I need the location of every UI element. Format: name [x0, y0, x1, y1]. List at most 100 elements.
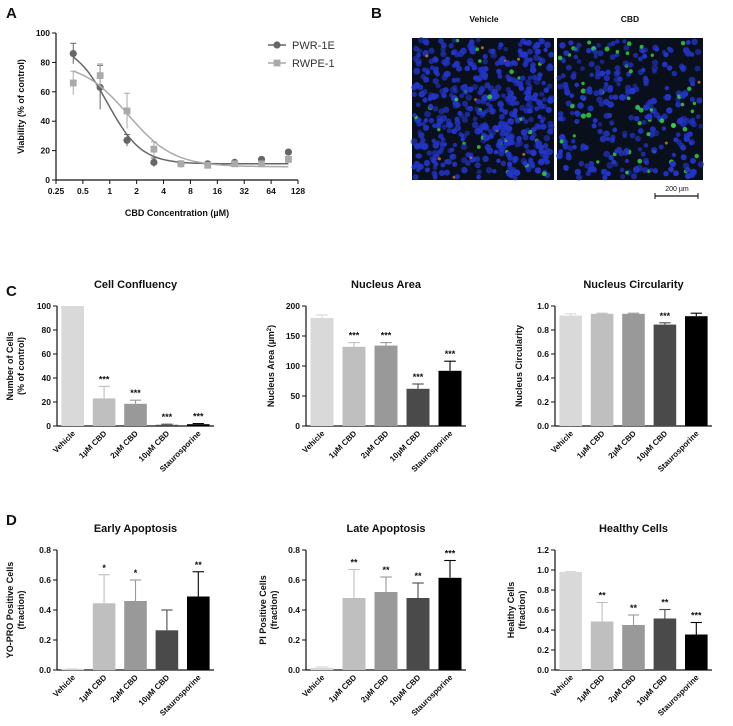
cell	[539, 91, 545, 97]
bar-vehicle	[310, 318, 334, 426]
bar-1-m-cbd	[342, 598, 366, 670]
y-tick-label: 80	[42, 325, 52, 335]
cell	[690, 157, 696, 164]
cell	[465, 105, 470, 111]
cell	[425, 54, 429, 58]
cell	[604, 46, 610, 52]
cell	[455, 38, 460, 43]
category-label: Vehicle	[51, 673, 77, 699]
cell	[639, 44, 644, 49]
cell	[676, 118, 684, 125]
bar-10-m-cbd	[155, 630, 179, 671]
vehicle-cells	[410, 37, 555, 181]
y-axis-label-line: Nucleus Area (µm	[266, 331, 276, 407]
y-tick-label: 80	[41, 57, 51, 67]
cell	[629, 132, 636, 139]
cell	[687, 131, 693, 137]
cell	[443, 71, 450, 78]
y-axis-label-rest: )	[266, 325, 276, 328]
data-point	[150, 145, 158, 153]
cell	[573, 46, 580, 53]
scale-bar-label: 200 µm	[665, 186, 689, 193]
y-tick-label: 0.6	[537, 605, 549, 615]
cell	[416, 121, 422, 127]
cell	[547, 128, 554, 135]
cell	[547, 120, 554, 128]
cell	[533, 78, 541, 85]
cell	[482, 66, 489, 72]
cell	[507, 165, 513, 171]
cell	[642, 157, 649, 164]
cell	[495, 93, 500, 99]
y-tick-label: 1.2	[537, 545, 549, 555]
cell	[470, 44, 477, 51]
y-tick-label: 0.0	[39, 665, 51, 675]
cell	[474, 76, 481, 83]
cell	[539, 57, 546, 65]
cell	[509, 69, 514, 74]
cell	[666, 65, 673, 71]
cell	[561, 58, 566, 64]
cell	[608, 94, 614, 100]
significance-marker: **	[661, 598, 669, 608]
cell	[691, 38, 698, 46]
data-point	[123, 136, 131, 144]
cell	[504, 95, 511, 103]
cell	[499, 60, 505, 65]
cell	[487, 94, 493, 100]
cell	[592, 49, 598, 55]
cell	[543, 87, 550, 93]
cell	[668, 166, 674, 173]
y-tick-label: 0	[45, 175, 50, 185]
cell	[525, 166, 532, 173]
cell	[449, 86, 457, 94]
bar-2-m-cbd	[622, 625, 645, 670]
cell	[514, 78, 520, 84]
cell	[522, 134, 529, 141]
y-axis-label: Viability (% of control)	[16, 59, 26, 154]
bar-vehicle	[559, 315, 582, 426]
y-tick-label: 0.6	[288, 575, 300, 585]
cell	[628, 114, 635, 121]
cell	[682, 47, 690, 54]
cell	[676, 139, 682, 145]
y-tick-label: 40	[42, 373, 52, 383]
cell	[476, 145, 481, 149]
cell	[576, 174, 583, 181]
y-tick-label: 0	[295, 421, 300, 431]
cell	[423, 118, 429, 123]
cell	[695, 114, 701, 119]
cell	[569, 93, 575, 99]
cell	[689, 117, 696, 124]
cell	[603, 75, 610, 82]
cell	[488, 133, 494, 138]
cell	[685, 40, 691, 45]
cell	[637, 128, 644, 134]
cell	[669, 160, 677, 168]
bar-2-m-cbd	[124, 403, 147, 426]
cell	[697, 80, 701, 84]
chart-title: Healthy Cells	[599, 523, 668, 535]
cell	[580, 66, 585, 72]
bar-vehicle	[559, 572, 582, 670]
category-label: 1µM CBD	[327, 429, 358, 460]
cell	[530, 62, 536, 68]
cell	[525, 79, 532, 85]
cell	[565, 64, 572, 71]
cell	[447, 148, 453, 154]
y-axis-label: Healthy Cells(fraction)	[506, 582, 527, 639]
cell	[588, 160, 595, 167]
cell	[607, 112, 613, 119]
cell	[568, 40, 574, 46]
cell	[645, 101, 651, 107]
y-axis-label: YO-PRO Positive Cells(fraction)	[5, 562, 26, 659]
cell	[593, 90, 600, 97]
cell	[517, 42, 523, 47]
cell	[497, 100, 504, 108]
cell	[592, 118, 598, 124]
cell	[576, 42, 582, 48]
cell	[535, 48, 541, 55]
bar-10-m-cbd	[406, 388, 430, 426]
cell	[537, 72, 543, 78]
cell	[643, 81, 649, 87]
